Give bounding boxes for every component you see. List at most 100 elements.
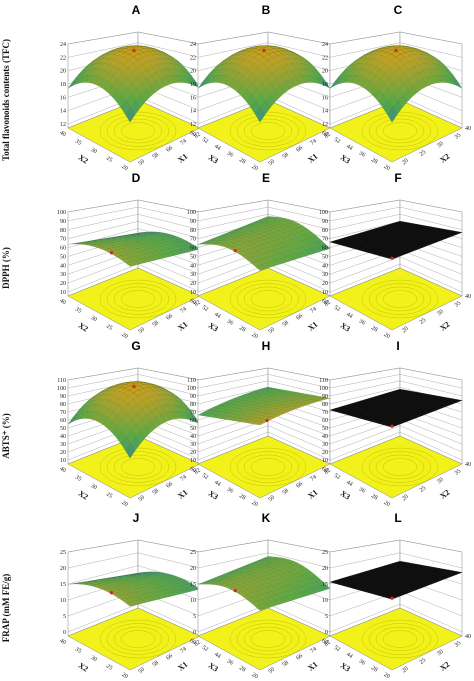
x-axis-name: X1 (306, 660, 319, 673)
y-tick-label: 20 (120, 164, 128, 172)
floor-contour (382, 122, 418, 140)
floor-contour (382, 290, 418, 308)
z-gridline (67, 380, 201, 397)
z-tick-label: 18 (322, 82, 328, 88)
floor-contour (120, 630, 156, 648)
x-tick-label: 20 (401, 158, 409, 166)
y-tick-label: 52 (333, 473, 341, 481)
y-tick-label: 20 (250, 500, 258, 508)
x-tick-label: 30 (436, 649, 444, 657)
y-tick-label: 52 (333, 645, 341, 653)
z-gridline (329, 42, 463, 58)
z-gridline (197, 206, 331, 222)
panel-f: F100908070605040302010202530354020283644… (319, 171, 471, 340)
z-tick-label: 70 (190, 237, 196, 243)
y-axis-name: X3 (207, 661, 220, 674)
z-gridline (197, 367, 331, 381)
floor-contour (250, 290, 286, 308)
z-tick-label: 80 (190, 402, 196, 408)
y-tick-label: 25 (105, 324, 113, 332)
panel-g: G 110 100 90 80 70 60 50 40 30 20 10 50 58 66 74 82 90 20 2… (57, 339, 209, 508)
z-tick-label: 20 (60, 69, 66, 75)
z-tick-label: 25 (60, 550, 66, 556)
optimum-marker (132, 48, 136, 53)
floor-contour (375, 454, 425, 480)
y-tick-label: 60 (188, 130, 196, 138)
y-tick-label: 20 (120, 500, 128, 508)
z-tick-label: 40 (322, 263, 328, 269)
y-tick-label: 44 (345, 144, 353, 152)
z-gridline (197, 31, 331, 45)
y-tick-label: 52 (201, 305, 209, 313)
y-tick-label: 44 (213, 312, 221, 320)
z-tick-label: 70 (60, 237, 66, 243)
floor-contour (229, 279, 307, 319)
z-gridline (67, 31, 201, 45)
floor-contour (375, 286, 425, 312)
z-gridline (67, 199, 201, 213)
x-tick-label: 58 (282, 320, 290, 328)
panel-letter: B (262, 3, 271, 17)
y-tick-label: 28 (238, 665, 246, 673)
floor-contour (361, 447, 439, 487)
y-tick-label: 20 (120, 672, 128, 680)
x-tick-label: 82 (324, 300, 332, 308)
x-tick-label: 50 (138, 495, 146, 503)
panel-letter: F (394, 171, 401, 185)
x-tick-label: 66 (296, 653, 304, 661)
z-tick-label: 30 (322, 442, 328, 448)
z-tick-label: 16 (190, 95, 196, 101)
floor-contour (361, 111, 439, 151)
z-tick-label: 50 (322, 254, 328, 260)
z-tick-label: 80 (60, 228, 66, 234)
z-tick-label: 80 (190, 228, 196, 234)
x-tick-label: 35 (454, 640, 462, 648)
y-axis-name: X2 (77, 153, 90, 166)
z-tick-label: 25 (322, 550, 328, 556)
x-tick-label: 35 (454, 132, 462, 140)
z-tick-label: 20 (190, 281, 196, 287)
y-tick-label: 36 (358, 150, 366, 158)
z-tick-label: 12 (322, 122, 328, 128)
z-gridline (67, 374, 201, 389)
floor-contour (99, 447, 177, 487)
panel-letter: D (132, 171, 141, 185)
z-tick-label: 20 (60, 566, 66, 572)
z-tick-label: 14 (190, 109, 196, 115)
y-tick-label: 52 (333, 305, 341, 313)
z-tick-label: 40 (322, 434, 328, 440)
z-tick-label: 16 (60, 95, 66, 101)
x-axis-name: X2 (438, 488, 451, 501)
z-tick-label: 50 (190, 426, 196, 432)
y-tick-label: 20 (382, 332, 390, 340)
y-tick-label: 25 (105, 664, 113, 672)
y-axis-name: X3 (207, 153, 220, 166)
z-tick-label: 16 (322, 95, 328, 101)
z-tick-label: 30 (60, 272, 66, 278)
x-tick-label: 66 (166, 145, 174, 153)
z-tick-label: 22 (322, 55, 328, 61)
x-tick-label: 58 (282, 488, 290, 496)
x-tick-label: 82 (324, 468, 332, 476)
z-gridline (197, 374, 331, 389)
z-tick-label: 0 (193, 630, 196, 636)
z-tick-label: 40 (60, 263, 66, 269)
x-tick-label: 25 (419, 485, 427, 493)
floor-contour (375, 626, 425, 652)
floor-contour (243, 118, 293, 144)
surface-cell (125, 601, 136, 607)
y-tick-label: 44 (213, 480, 221, 488)
x-axis-name: X1 (176, 660, 189, 673)
y-axis-name: X3 (207, 321, 220, 334)
z-tick-label: 24 (60, 42, 66, 48)
panel-k: K2520151050505866748290202836445260X1X3 (188, 511, 339, 680)
y-tick-label: 52 (201, 645, 209, 653)
z-gridline (197, 425, 331, 453)
floor-contour (243, 454, 293, 480)
y-tick-label: 30 (89, 655, 97, 663)
y-tick-label: 28 (238, 325, 246, 333)
z-tick-label: 10 (60, 598, 66, 604)
z-tick-label: 100 (319, 210, 328, 216)
z-tick-label: 10 (190, 598, 196, 604)
x-tick-label: 74 (180, 306, 188, 314)
